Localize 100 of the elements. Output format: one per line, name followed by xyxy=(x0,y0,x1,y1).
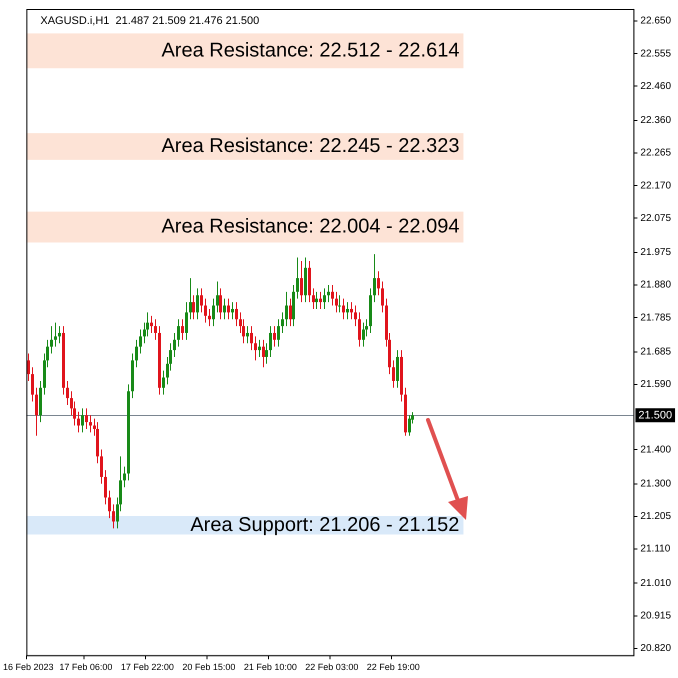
candlestick xyxy=(173,332,176,358)
candlestick xyxy=(200,288,203,313)
ref-line-label: 21.500 xyxy=(638,409,672,422)
candlestick xyxy=(223,298,226,320)
candlestick xyxy=(35,387,38,436)
candlestick xyxy=(212,298,215,327)
candlestick xyxy=(154,318,157,340)
candlestick xyxy=(285,291,288,327)
y-tick-label: 21.785 xyxy=(640,312,672,324)
candlestick xyxy=(350,302,353,320)
candlestick xyxy=(189,278,192,320)
candlestick xyxy=(362,322,365,348)
candlestick xyxy=(177,318,180,348)
y-tick-label: 22.170 xyxy=(640,180,672,192)
candlestick xyxy=(135,339,138,368)
candlestick xyxy=(235,302,238,327)
y-tick-label: 21.590 xyxy=(640,379,672,390)
candlestick xyxy=(219,288,222,320)
candlestick xyxy=(312,288,315,310)
candlestick xyxy=(315,291,318,310)
candlestick xyxy=(273,326,276,348)
candlestick xyxy=(277,318,280,348)
candlestick xyxy=(227,298,230,320)
candlestick xyxy=(85,408,88,430)
candlestick xyxy=(50,326,53,354)
candlestick xyxy=(354,305,357,327)
candlestick xyxy=(66,380,69,406)
candlestick xyxy=(373,254,376,303)
candlestick xyxy=(139,329,142,354)
y-tick-label: 21.110 xyxy=(640,544,671,555)
candlestick xyxy=(181,318,184,340)
candlestick xyxy=(216,281,219,313)
candlestick xyxy=(296,257,299,300)
candlestick xyxy=(81,408,84,433)
y-tick-label: 20.915 xyxy=(640,610,672,622)
text: XAGUSD.i,H1 21.487 21.509 21.476 21.500 xyxy=(40,15,260,28)
candlestick xyxy=(89,414,92,433)
candlestick xyxy=(335,291,338,313)
candlestick xyxy=(331,284,334,306)
band-label: Area Resistance: 22.004 - 22.094 xyxy=(161,216,460,238)
y-tick-label: 21.685 xyxy=(640,346,672,358)
y-tick-label: 21.300 xyxy=(640,478,672,490)
candlestick xyxy=(269,326,272,358)
band-label: Area Resistance: 22.512 - 22.614 xyxy=(161,39,460,62)
candlestick xyxy=(104,470,107,505)
candlestick xyxy=(54,322,57,348)
candlestick xyxy=(408,414,411,436)
x-tick-label: 17 Feb 22:00 xyxy=(120,662,174,672)
y-tick-label: 22.460 xyxy=(640,80,672,92)
y-tick-label: 22.650 xyxy=(640,16,672,27)
candlestick xyxy=(231,302,234,320)
candlestick xyxy=(77,411,80,433)
candlestick xyxy=(392,360,395,388)
candlestick xyxy=(254,336,257,361)
candlestick xyxy=(246,326,249,344)
y-tick-label: 22.265 xyxy=(640,148,672,159)
x-tick-label: 16 Feb 2023 xyxy=(3,662,54,672)
candlestick xyxy=(196,288,199,320)
y-tick-label: 21.205 xyxy=(640,511,672,522)
candlestick xyxy=(323,288,326,310)
candlestick xyxy=(262,339,265,368)
candlestick xyxy=(338,294,341,313)
candlestick xyxy=(377,270,380,296)
candlestick xyxy=(108,490,111,519)
candlestick xyxy=(342,298,345,320)
candlestick xyxy=(192,294,195,320)
x-tick-label: 21 Feb 10:00 xyxy=(244,662,297,672)
y-tick-label: 21.010 xyxy=(640,578,672,589)
candlestick xyxy=(31,366,34,402)
x-tick-label: 17 Feb 06:00 xyxy=(59,662,112,672)
candlestick xyxy=(162,370,165,396)
x-tick-label: 22 Feb 19:00 xyxy=(366,662,420,672)
candlestick xyxy=(100,449,103,484)
candlestick xyxy=(123,466,126,488)
candlestick xyxy=(258,339,261,358)
y-tick-label: 21.880 xyxy=(640,280,672,291)
x-tick-label: 20 Feb 15:00 xyxy=(182,662,236,672)
y-tick-label: 22.555 xyxy=(640,48,672,60)
y-tick-label: 21.975 xyxy=(640,247,672,258)
y-tick-label: 22.360 xyxy=(640,115,672,126)
y-tick-label: 20.820 xyxy=(640,643,672,654)
candlestick xyxy=(112,504,115,529)
y-tick-label: 21.400 xyxy=(640,444,672,456)
candlestick xyxy=(289,298,292,327)
candlestick xyxy=(381,281,384,313)
candlestick xyxy=(281,312,284,334)
candlestick xyxy=(396,350,399,388)
candlestick xyxy=(319,291,322,310)
candlestick xyxy=(185,302,188,340)
x-tick-label: 22 Feb 03:00 xyxy=(305,662,358,672)
candlestick xyxy=(265,342,268,364)
candlestick xyxy=(358,312,361,348)
band-label: Area Resistance: 22.245 - 22.323 xyxy=(161,134,460,157)
candlestick xyxy=(204,298,207,324)
candlestick xyxy=(58,326,61,344)
candlestick xyxy=(346,302,349,320)
candlestick xyxy=(250,326,253,351)
candlestick xyxy=(300,260,303,303)
y-tick-label: 22.075 xyxy=(640,212,672,224)
band-label: Area Support: 21.206 - 21.152 xyxy=(190,514,460,536)
